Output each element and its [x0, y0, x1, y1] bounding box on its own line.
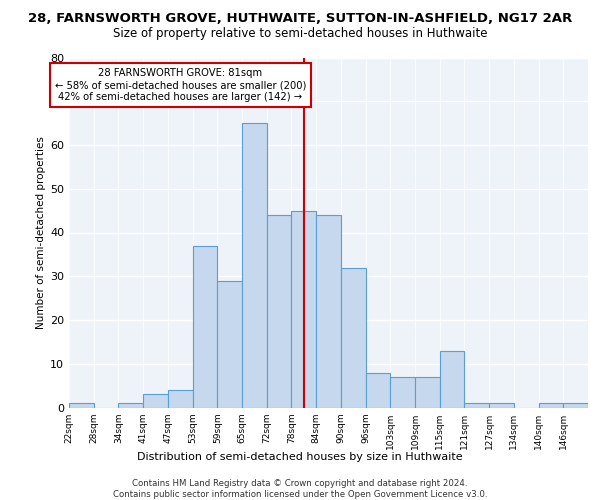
- Text: Contains public sector information licensed under the Open Government Licence v3: Contains public sector information licen…: [113, 490, 487, 499]
- Text: 28, FARNSWORTH GROVE, HUTHWAITE, SUTTON-IN-ASHFIELD, NG17 2AR: 28, FARNSWORTH GROVE, HUTHWAITE, SUTTON-…: [28, 12, 572, 26]
- Bar: [118, 403, 143, 407]
- Bar: [390, 377, 415, 408]
- Bar: [267, 215, 292, 408]
- Bar: [539, 403, 563, 407]
- Bar: [69, 403, 94, 407]
- Bar: [217, 280, 242, 407]
- Bar: [489, 403, 514, 407]
- Bar: [415, 377, 440, 408]
- Bar: [292, 210, 316, 408]
- Bar: [563, 403, 588, 407]
- Bar: [464, 403, 489, 407]
- Bar: [365, 372, 390, 408]
- Text: Size of property relative to semi-detached houses in Huthwaite: Size of property relative to semi-detach…: [113, 28, 487, 40]
- Bar: [143, 394, 168, 407]
- Text: Distribution of semi-detached houses by size in Huthwaite: Distribution of semi-detached houses by …: [137, 452, 463, 462]
- Bar: [168, 390, 193, 407]
- Bar: [242, 123, 267, 408]
- Text: 28 FARNSWORTH GROVE: 81sqm
← 58% of semi-detached houses are smaller (200)
42% o: 28 FARNSWORTH GROVE: 81sqm ← 58% of semi…: [55, 68, 306, 102]
- Bar: [316, 215, 341, 408]
- Y-axis label: Number of semi-detached properties: Number of semi-detached properties: [36, 136, 46, 329]
- Bar: [193, 246, 217, 408]
- Text: Contains HM Land Registry data © Crown copyright and database right 2024.: Contains HM Land Registry data © Crown c…: [132, 479, 468, 488]
- Bar: [341, 268, 365, 408]
- Bar: [440, 350, 464, 408]
